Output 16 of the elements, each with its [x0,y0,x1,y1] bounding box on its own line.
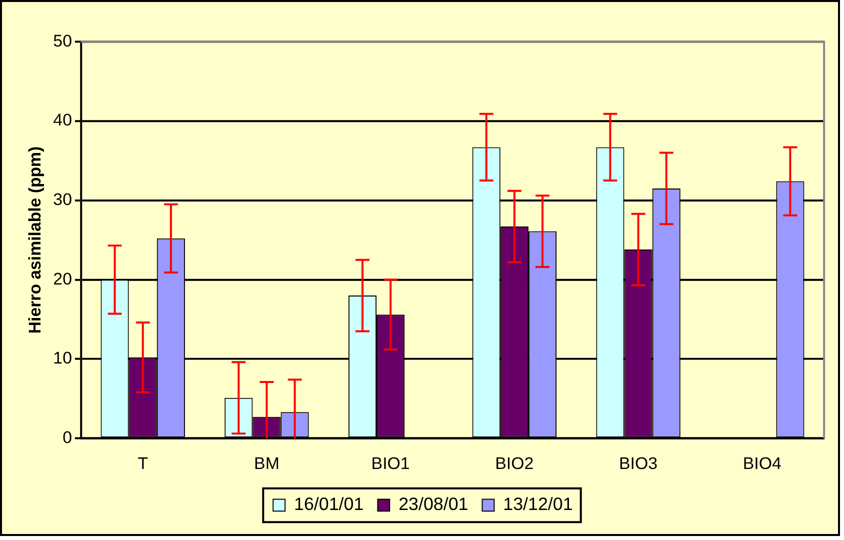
x-tick-label: BIO1 [371,454,410,473]
x-tick-label: T [138,454,148,473]
y-tick-label: 50 [53,31,72,50]
x-tick-label: BIO4 [742,454,782,473]
x-tick-label: BM [254,454,280,473]
y-tick-label: 30 [53,190,72,209]
y-tick-label: 10 [53,348,72,368]
legend-label: 23/08/01 [398,494,468,514]
y-tick-label: 40 [53,110,72,130]
legend-label: 13/12/01 [503,494,573,514]
y-tick-label: 0 [62,428,72,447]
x-tick-label: BIO2 [495,454,534,473]
y-tick-label: 20 [53,269,72,288]
legend-label: 16/01/01 [294,494,364,514]
y-axis-title: Hierro asimilable (ppm) [26,146,45,334]
x-tick-label: BIO3 [619,454,658,473]
